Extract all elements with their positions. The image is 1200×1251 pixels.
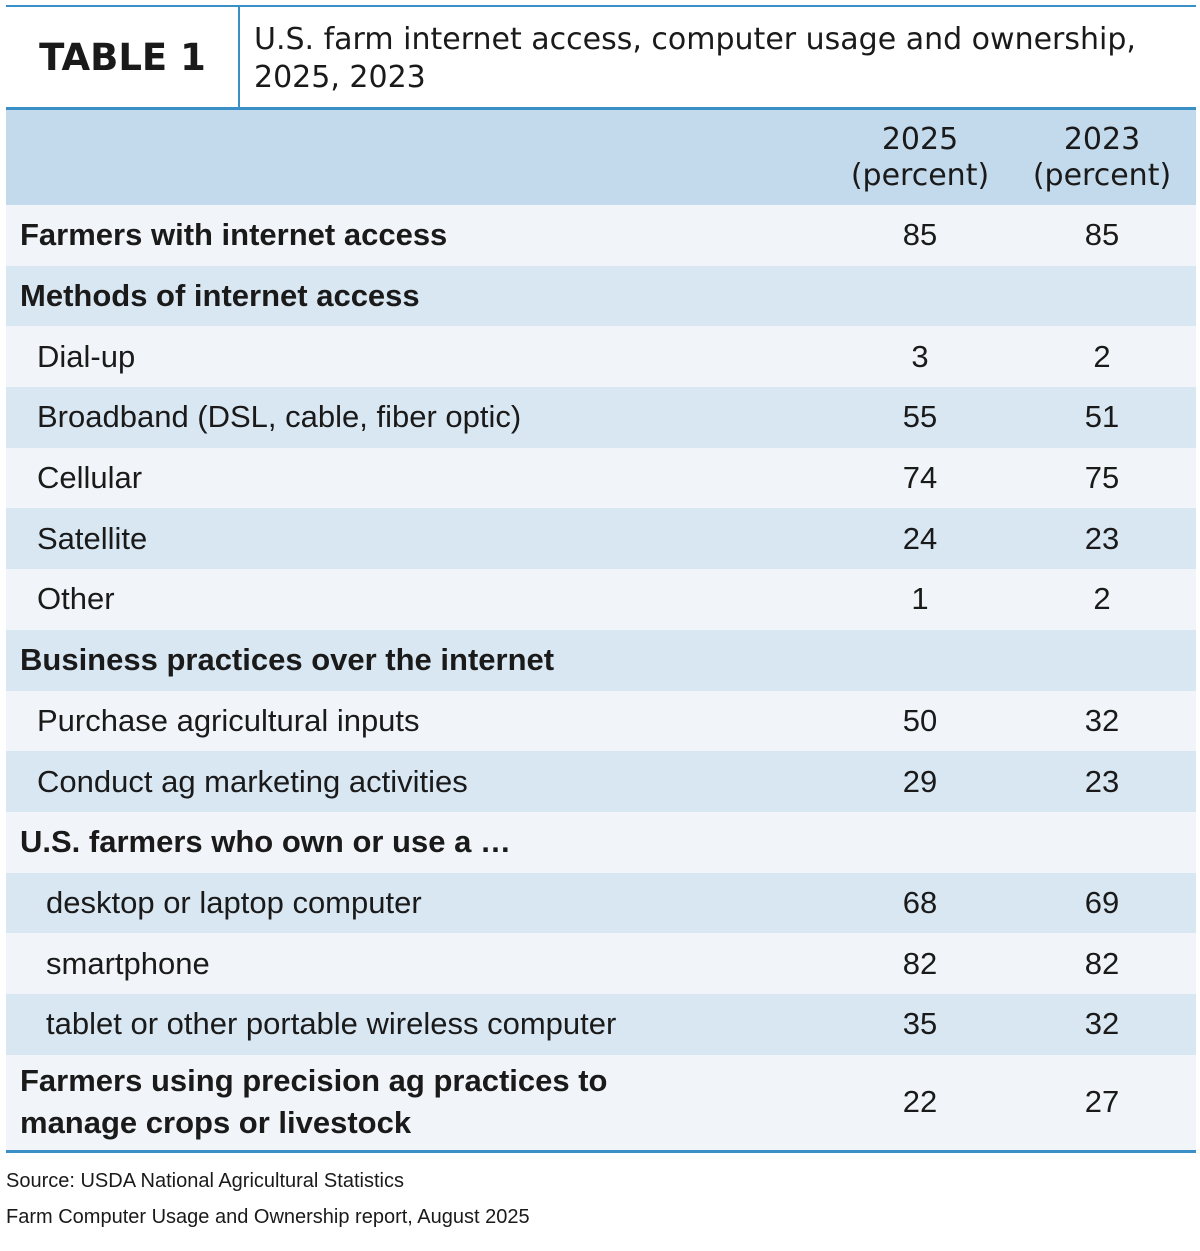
cell-2023: 27	[1084, 1084, 1120, 1120]
column-header-2023: 2023 (percent)	[1012, 122, 1192, 194]
cell-2025: 68	[902, 884, 938, 920]
cell-2023: 32	[1084, 702, 1120, 738]
cell-2025: 24	[902, 520, 938, 556]
row-label: tablet or other portable wireless comput…	[46, 1006, 617, 1042]
table-row: Broadband (DSL, cable, fiber optic) 55 51	[6, 387, 1196, 448]
cell-2023: 2	[1093, 581, 1111, 617]
cell-2025: 50	[902, 702, 938, 738]
cell-2025: 74	[902, 460, 938, 496]
cell-2025: 22	[902, 1084, 938, 1120]
cell-2023: 32	[1084, 1006, 1120, 1042]
cell-2023: 69	[1084, 884, 1120, 920]
source-line-1: Source: USDA National Agricultural Stati…	[6, 1170, 404, 1192]
column-header-2023-year: 2023	[1063, 121, 1141, 157]
cell-2023: 75	[1084, 460, 1120, 496]
table-number-label: TABLE 1	[39, 35, 206, 79]
row-label: smartphone	[46, 945, 210, 981]
column-header-2025-unit: (percent)	[850, 157, 990, 193]
row-label: Purchase agricultural inputs	[37, 702, 420, 738]
cell-2023: 51	[1084, 399, 1120, 435]
cell-2025: 35	[902, 1006, 938, 1042]
column-header-row: 2025 (percent) 2023 (percent)	[6, 110, 1196, 205]
cell-2025: 1	[911, 581, 929, 617]
data-table: 2025 (percent) 2023 (percent) Farmers wi…	[6, 107, 1196, 1153]
table-row: desktop or laptop computer 68 69	[6, 872, 1196, 934]
row-label: Farmers with internet access	[20, 217, 448, 253]
table-row: Conduct ag marketing activities 29 23	[6, 751, 1196, 812]
row-label: Methods of internet access	[20, 278, 420, 314]
cell-2023: 2	[1093, 338, 1111, 374]
table-row: Cellular 74 75	[6, 447, 1196, 509]
row-label: Satellite	[37, 520, 148, 556]
cell-2025: 85	[902, 217, 938, 253]
header-divider	[238, 7, 240, 107]
table-row: Purchase agricultural inputs 50 32	[6, 690, 1196, 752]
cell-2025: 82	[902, 945, 938, 981]
row-label: Broadband (DSL, cable, fiber optic)	[37, 399, 522, 435]
row-label: Cellular	[37, 460, 143, 496]
column-header-2025-year: 2025	[881, 121, 959, 157]
cell-2025: 29	[902, 763, 938, 799]
row-label: Business practices over the internet	[20, 642, 555, 678]
table-row: Business practices over the internet	[6, 629, 1196, 691]
table-row: Methods of internet access	[6, 265, 1196, 327]
cell-2023: 85	[1084, 217, 1120, 253]
table-row: Dial-up 3 2	[6, 326, 1196, 388]
row-label: desktop or laptop computer	[46, 884, 422, 920]
table-row: Farmers using precision ag practices to …	[6, 1054, 1196, 1150]
row-label: Farmers using precision ag practices to …	[20, 1063, 608, 1141]
row-label: Other	[37, 581, 115, 617]
table-row: smartphone 82 82	[6, 933, 1196, 994]
table-title: U.S. farm internet access, computer usag…	[254, 22, 1136, 95]
table-row: Farmers with internet access 85 85	[6, 205, 1196, 266]
table-row: U.S. farmers who own or use a …	[6, 811, 1196, 873]
table-row: Satellite 24 23	[6, 508, 1196, 570]
cell-2025: 55	[902, 399, 938, 435]
row-label: Conduct ag marketing activities	[37, 763, 468, 799]
cell-2023: 23	[1084, 763, 1120, 799]
table-row: Other 1 2	[6, 569, 1196, 630]
column-header-2025: 2025 (percent)	[830, 122, 1010, 194]
source-line-2: Farm Computer Usage and Ownership report…	[6, 1206, 530, 1228]
cell-2023: 23	[1084, 520, 1120, 556]
table-row: tablet or other portable wireless comput…	[6, 993, 1196, 1055]
column-header-2023-unit: (percent)	[1032, 157, 1172, 193]
cell-2025: 3	[911, 338, 929, 374]
cell-2023: 82	[1084, 945, 1120, 981]
table-header: TABLE 1 U.S. farm internet access, compu…	[6, 5, 1196, 107]
row-label: Dial-up	[37, 338, 136, 374]
row-label: U.S. farmers who own or use a …	[20, 824, 511, 860]
